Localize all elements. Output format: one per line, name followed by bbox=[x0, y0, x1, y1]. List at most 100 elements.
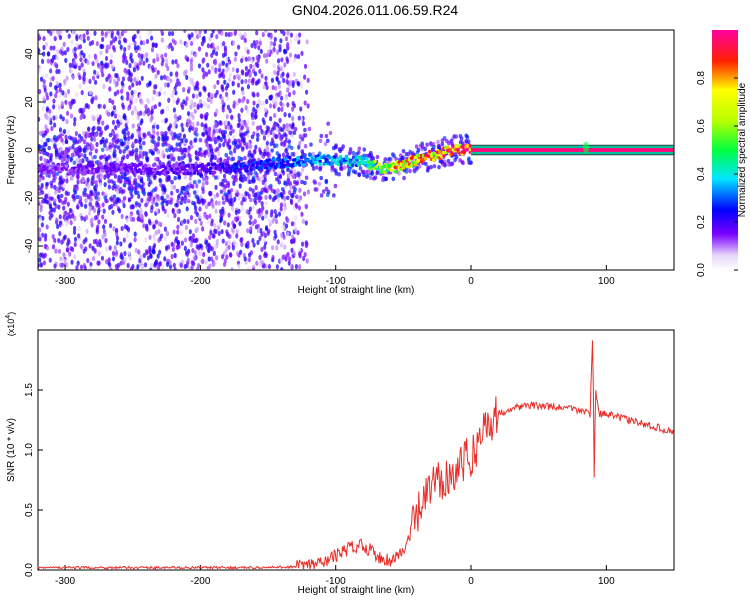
spectrogram-cell bbox=[179, 262, 183, 269]
spectrogram-cell bbox=[72, 30, 77, 35]
spectrogram-cell bbox=[249, 71, 253, 77]
spectrogram-cell bbox=[40, 190, 45, 195]
spectrogram-cell bbox=[104, 258, 109, 265]
spectrogram-cell bbox=[191, 233, 196, 239]
spectrogram-cell bbox=[208, 166, 213, 171]
spectrogram-cell bbox=[38, 236, 42, 242]
spectrogram-cell bbox=[246, 227, 250, 234]
spectrogram-cell bbox=[103, 143, 107, 148]
spectrogram-cell bbox=[185, 74, 189, 80]
spectrogram-cell bbox=[105, 146, 110, 151]
spectrogram-cell bbox=[65, 178, 69, 184]
spectrogram-cell bbox=[285, 159, 290, 164]
spectrogram-cell bbox=[91, 179, 96, 185]
spectrogram-cell bbox=[265, 188, 269, 194]
spectrogram-cell bbox=[61, 178, 66, 183]
spectrogram-cell bbox=[139, 178, 144, 184]
snr-scale-label: (x104) bbox=[5, 312, 16, 336]
spectrogram-cell bbox=[282, 48, 287, 54]
spectrogram-cell bbox=[122, 196, 127, 201]
snr-frame bbox=[37, 329, 675, 571]
spectrogram-cell bbox=[253, 71, 258, 77]
spectrogram-cell bbox=[180, 163, 184, 167]
spectrogram-cell bbox=[142, 53, 147, 59]
spectrogram-cell bbox=[161, 264, 165, 270]
spectrogram-cell bbox=[311, 166, 316, 171]
spectrogram-cell bbox=[208, 213, 212, 219]
spectrogram-cell bbox=[220, 84, 224, 90]
spectrogram-cell bbox=[262, 263, 267, 269]
spectrogram-cell bbox=[425, 142, 429, 147]
spectrogram-cell bbox=[298, 140, 302, 146]
spectrogram-cell bbox=[236, 82, 241, 88]
spectrogram-cell bbox=[152, 89, 156, 95]
spectrogram-cell bbox=[62, 183, 66, 189]
spectrogram-cell bbox=[57, 237, 61, 244]
spectrogram-cell bbox=[183, 199, 187, 204]
spectrogram-cell bbox=[274, 85, 278, 91]
spectrogram-cell bbox=[194, 132, 199, 137]
spectrogram-cell bbox=[138, 145, 143, 150]
spectrogram-cell bbox=[133, 237, 137, 243]
spectrogram-cell bbox=[193, 250, 197, 256]
spectrogram-cell bbox=[176, 229, 180, 235]
spectrogram-cell bbox=[83, 145, 88, 150]
spectrogram-cell bbox=[110, 64, 115, 70]
spectrogram-cell bbox=[170, 253, 174, 260]
spectrogram-cell bbox=[38, 116, 41, 122]
spectrogram-cell bbox=[357, 146, 362, 151]
spectrogram-cell bbox=[318, 167, 322, 172]
spectrogram-cell bbox=[224, 170, 229, 174]
spectrogram-cell bbox=[55, 88, 59, 94]
spectrogram-cell bbox=[280, 106, 284, 113]
spectrogram-cell bbox=[304, 175, 309, 180]
spectrogram-cell bbox=[40, 58, 45, 65]
spectrogram-cell bbox=[176, 208, 180, 214]
spectrogram-cell bbox=[101, 202, 105, 208]
spectrogram-cell bbox=[185, 121, 189, 128]
spectrogram-cell bbox=[216, 135, 221, 140]
spectrogram-cell bbox=[126, 226, 131, 232]
spectrogram-cell bbox=[220, 164, 225, 169]
spectrogram-cell bbox=[275, 122, 279, 128]
spectrogram-cell bbox=[72, 121, 77, 127]
spectrogram-cell bbox=[226, 120, 231, 127]
spectrogram-cell bbox=[97, 219, 101, 225]
spectrogram-cell bbox=[193, 237, 197, 244]
spectrogram-cell bbox=[123, 250, 127, 257]
spectrogram-cell bbox=[150, 144, 154, 150]
spectrogram-cell bbox=[184, 138, 189, 143]
spectrogram-cell bbox=[318, 159, 322, 164]
spectrogram-cell bbox=[226, 96, 230, 102]
spectrogram-cell bbox=[215, 239, 219, 245]
spectrogram-cell bbox=[365, 173, 370, 179]
spectrogram-cell bbox=[100, 64, 105, 70]
spectrogram-cell bbox=[51, 30, 56, 33]
spectrogram-cell bbox=[174, 171, 178, 175]
spectrogram-cell bbox=[113, 245, 117, 251]
spectrogram-cell bbox=[301, 218, 305, 224]
spectrogram-cell bbox=[274, 218, 279, 225]
spectrogram-cell bbox=[65, 262, 69, 268]
spectrogram-cell bbox=[287, 172, 291, 179]
spectrogram-cell bbox=[142, 140, 146, 146]
spectrogram-cell bbox=[336, 162, 341, 167]
spectrogram-cell bbox=[186, 257, 190, 263]
spectrogram-cell bbox=[48, 158, 53, 163]
spectrogram-cell bbox=[269, 141, 274, 146]
spectrogram-cell bbox=[270, 245, 275, 251]
spectrogram-cell bbox=[64, 148, 68, 155]
spectrogram-cell bbox=[290, 152, 295, 157]
spectrogram-cell bbox=[402, 175, 406, 181]
spectrogram-cell bbox=[173, 267, 177, 270]
spectrogram-cell bbox=[454, 154, 459, 160]
spectrogram-cell bbox=[256, 227, 261, 234]
spectrogram-cell bbox=[278, 43, 282, 50]
spectrogram-cell bbox=[241, 132, 245, 137]
spectrogram-cell bbox=[234, 209, 238, 215]
spectrogram-cell bbox=[62, 128, 67, 135]
spectrogram-cell bbox=[82, 38, 86, 44]
spectrogram-cell bbox=[39, 155, 43, 162]
spectrogram-cell bbox=[207, 128, 211, 135]
spectrogram-cell bbox=[131, 141, 135, 147]
